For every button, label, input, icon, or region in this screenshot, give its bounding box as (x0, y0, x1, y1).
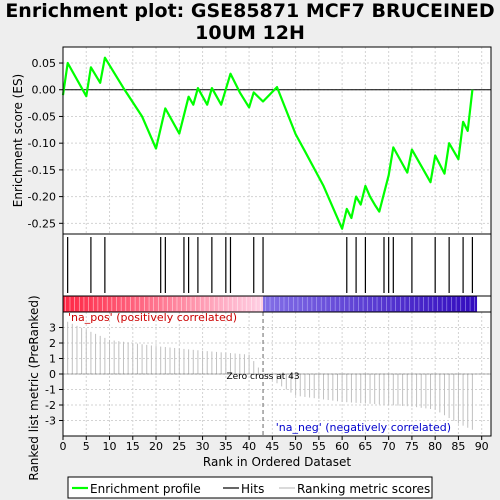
es-y-axis-label: Enrichment score (ES) (11, 74, 25, 207)
x-tick-label: 80 (428, 440, 442, 453)
es-y-tick-label: -0.20 (28, 191, 56, 204)
es-y-tick-label: -0.15 (28, 164, 56, 177)
x-tick-label: 40 (242, 440, 256, 453)
zero-cross-label: Zero cross at 43 (226, 372, 299, 382)
rank-y-tick-label: -2 (45, 399, 56, 412)
legend-box (67, 476, 433, 499)
es-plot-area (63, 47, 491, 234)
x-tick-label: 30 (196, 440, 210, 453)
es-y-tick-label: -0.10 (28, 137, 56, 150)
rank-y-tick-label: 2 (49, 337, 56, 350)
es-y-tick-label: 0.05 (32, 57, 57, 70)
positive-correlation-label: 'na_pos' (positively correlated) (68, 311, 237, 324)
rank-y-axis-label: Ranked list metric (PreRanked) (27, 295, 41, 480)
rank-plot-frame (62, 311, 492, 437)
negative-correlation-label: 'na_neg' (negatively correlated) (276, 421, 451, 434)
x-tick-label: 0 (60, 440, 67, 453)
x-tick-label: 15 (126, 440, 140, 453)
x-axis: 0 5 10 15 20 25 30 35 40 45 50 55 60 65 70 75 80 85 90 Rank… (60, 436, 489, 469)
rank-y-tick-label: -1 (45, 384, 56, 397)
x-tick-label: 75 (405, 440, 419, 453)
es-y-tick-label: -0.25 (28, 217, 56, 230)
legend: Enrichment profile Hits Ranking metric sco… (67, 476, 433, 499)
es-y-tick-label: 0.00 (32, 84, 57, 97)
x-tick-label: 85 (451, 440, 465, 453)
x-tick-label: 45 (265, 440, 279, 453)
x-tick-label: 90 (475, 440, 489, 453)
x-tick-label: 60 (335, 440, 349, 453)
rank-y-tick-label: 0 (49, 368, 56, 381)
chart-title-line1: Enrichment plot: GSE85871 MCF7 BRUCEINED (5, 0, 495, 22)
x-tick-label: 35 (219, 440, 233, 453)
es-y-tick-label: -0.05 (28, 110, 56, 123)
legend-label-ranking-metric-scores: Ranking metric scores (297, 482, 430, 496)
rank-y-tick-label: -3 (45, 415, 56, 428)
x-tick-label: 70 (382, 440, 396, 453)
enrichment-profile-line (61, 56, 474, 230)
x-tick-label: 25 (172, 440, 186, 453)
x-tick-label: 65 (358, 440, 372, 453)
x-tick-label: 5 (83, 440, 90, 453)
x-tick-label: 10 (103, 440, 117, 453)
rank-y-tick-label: 3 (49, 322, 56, 335)
hits-area (63, 234, 491, 296)
legend-label-hits: Hits (241, 482, 264, 496)
x-tick-label: 50 (289, 440, 303, 453)
legend-label-enrichment-profile: Enrichment profile (90, 482, 201, 496)
es-panel: 0.05 0.00 -0.05 -0.10 -0.15 -0.20 -0.25Enrichm… (11, 46, 492, 235)
x-axis-label: Rank in Ordered Dataset (203, 455, 351, 469)
chart-title: Enrichment plot: GSE85871 MCF7 BRUCEINED… (0, 0, 500, 44)
x-tick-label: 55 (312, 440, 326, 453)
x-tick-label: 20 (149, 440, 163, 453)
hits-panel (62, 233, 492, 313)
chart-title-line2: 10UM 12H (195, 22, 305, 44)
rank-y-tick-label: 1 (49, 353, 56, 366)
color-bar-tail (477, 296, 491, 312)
